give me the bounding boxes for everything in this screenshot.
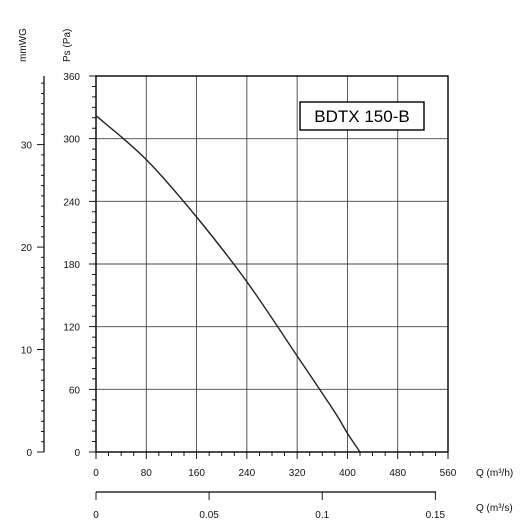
y-tick-label: 240 [63,197,80,208]
y-tick-label: 60 [69,385,81,396]
tick-marks [37,75,449,500]
chart-title-box: BDTX 150-B [299,101,425,131]
y-tick-label: 180 [63,260,80,271]
secondary-y-tick-label: 30 [21,141,33,152]
primary-y-axis-label: Ps (Pa) [62,29,73,62]
y-tick-label: 120 [63,323,80,334]
x-tick-label: 240 [239,468,256,479]
secondary-x-tick-label: 0.1 [315,510,329,521]
x-tick-label: 480 [389,468,406,479]
series-layer [95,115,361,453]
y-tick-label: 300 [63,135,80,146]
x-tick-label: 80 [141,468,153,479]
primary-x-axis-label: Q (m³/h) [476,468,513,479]
secondary-y-axis-label: mmWG [18,28,29,62]
x-tick-label: 160 [188,468,205,479]
secondary-y-tick-label: 10 [21,346,33,357]
chart-title: BDTX 150-B [314,107,409,126]
x-tick-label: 0 [93,468,99,479]
x-tick-label: 320 [289,468,306,479]
grid-lines [95,75,449,453]
secondary-y-tick-label: 0 [26,448,32,459]
y-tick-label: 0 [74,448,80,459]
series-line [95,115,361,453]
secondary-x-tick-label: 0.15 [426,510,446,521]
y-tick-label: 360 [63,72,80,83]
x-tick-label: 400 [339,468,356,479]
x-tick-label: 560 [440,468,457,479]
secondary-y-tick-label: 20 [21,243,33,254]
secondary-x-axis-label: Q (m³/s) [476,503,513,514]
secondary-x-tick-label: 0.05 [199,510,219,521]
secondary-x-tick-label: 0 [93,510,99,521]
